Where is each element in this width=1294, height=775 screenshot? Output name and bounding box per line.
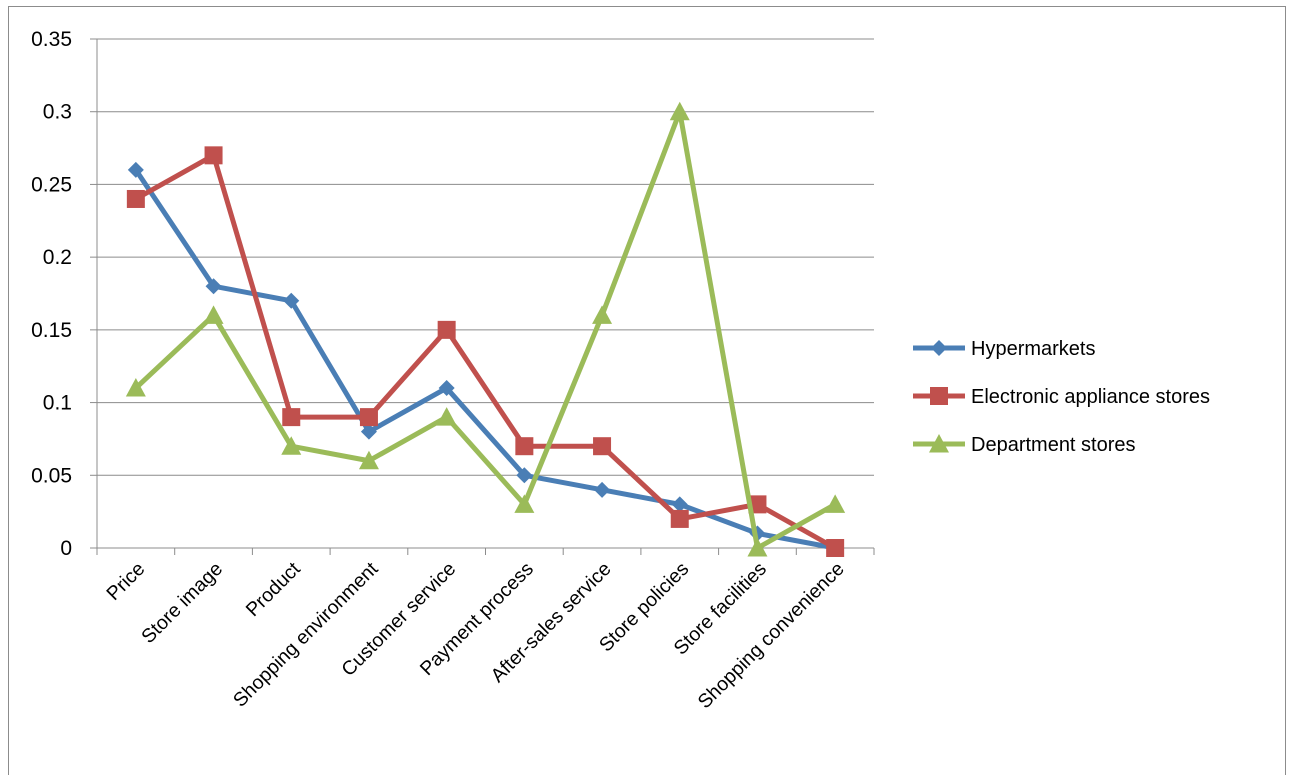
triangle-marker	[358, 450, 379, 470]
square-marker	[437, 320, 456, 339]
gridlines	[97, 38, 874, 476]
square-marker	[204, 146, 223, 165]
series-lines	[125, 101, 846, 557]
triangle-marker	[592, 305, 613, 324]
x-category-label: Price	[102, 558, 149, 605]
series-line	[134, 152, 837, 551]
legend-item: Department stores	[913, 434, 1136, 456]
legend-item: Electronic appliance stores	[913, 386, 1210, 408]
diamond-marker	[594, 481, 611, 498]
y-tick-label: 0.15	[31, 319, 72, 342]
diamond-marker	[360, 423, 377, 440]
x-category-label: Shopping convenience	[694, 558, 849, 713]
square-marker	[126, 189, 145, 208]
diamond-marker	[283, 292, 300, 309]
axes	[90, 38, 875, 555]
chart-frame	[8, 6, 1286, 775]
series-department-stores	[125, 101, 846, 557]
diamond-marker	[516, 467, 533, 484]
diamond-marker	[127, 161, 144, 178]
y-tick-label: 0.1	[43, 392, 72, 415]
legend: Hypermarkets Electronic appliance stores D…	[913, 338, 1210, 456]
diamond-marker	[671, 496, 688, 513]
square-marker	[359, 408, 378, 427]
legend-label: Hypermarkets	[971, 338, 1095, 360]
x-category-label: Shopping environment	[229, 558, 383, 712]
diamond-marker	[931, 340, 947, 356]
legend-item: Hypermarkets	[913, 338, 1095, 360]
square-marker	[593, 437, 612, 456]
x-category-label: Product	[242, 558, 305, 621]
y-tick-label: 0.3	[43, 101, 72, 124]
legend-label: Department stores	[971, 434, 1136, 456]
triangle-marker	[125, 378, 146, 397]
square-marker	[670, 509, 689, 528]
triangle-marker	[929, 434, 949, 453]
square-marker	[515, 437, 534, 456]
diamond-marker	[205, 278, 222, 295]
series-line	[134, 109, 837, 551]
triangle-marker	[203, 305, 224, 324]
legend-label: Electronic appliance stores	[971, 386, 1210, 408]
y-tick-label: 0.05	[31, 464, 72, 487]
triangle-marker	[747, 538, 768, 557]
triangle-marker	[436, 407, 457, 426]
x-category-label: Store image	[137, 558, 227, 648]
y-tick-label: 0.2	[43, 246, 72, 269]
y-tick-label: 0.35	[31, 28, 72, 51]
triangle-marker	[669, 101, 690, 121]
square-marker	[282, 408, 301, 427]
y-tick-label: 0.25	[31, 173, 72, 196]
triangle-marker	[281, 436, 302, 455]
triangle-marker	[825, 494, 846, 513]
square-marker	[826, 539, 845, 557]
series-electronic-appliance-stores	[126, 146, 845, 557]
diamond-marker	[438, 380, 455, 397]
triangle-marker	[514, 494, 535, 513]
y-axis-tick-labels: 0 0.05 0.1 0.15 0.2 0.25 0.3 0.35	[31, 28, 72, 560]
y-tick-label: 0	[60, 537, 72, 560]
square-marker	[930, 387, 948, 405]
